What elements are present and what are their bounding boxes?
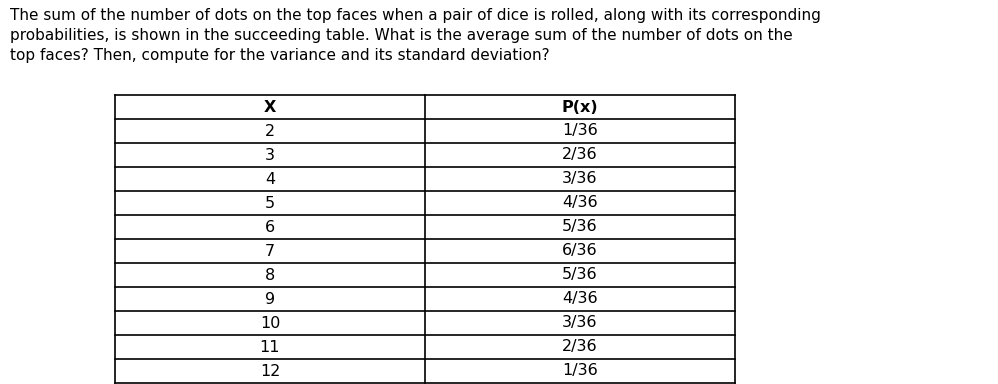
- Text: 9: 9: [264, 291, 275, 306]
- Text: P(x): P(x): [562, 99, 599, 114]
- Text: 3: 3: [265, 147, 275, 162]
- Text: The sum of the number of dots on the top faces when a pair of dice is rolled, al: The sum of the number of dots on the top…: [10, 8, 821, 63]
- Text: 8: 8: [264, 268, 275, 283]
- Text: 2: 2: [264, 124, 275, 139]
- Text: 3/36: 3/36: [562, 172, 598, 187]
- Text: 10: 10: [259, 316, 280, 331]
- Text: 6: 6: [264, 220, 275, 235]
- Text: 4: 4: [264, 172, 275, 187]
- Text: 2/36: 2/36: [562, 147, 598, 162]
- Text: 5: 5: [264, 195, 275, 210]
- Text: 1/36: 1/36: [562, 364, 598, 379]
- Text: 2/36: 2/36: [562, 339, 598, 354]
- Text: 5/36: 5/36: [562, 220, 598, 235]
- Text: 11: 11: [259, 339, 280, 354]
- Text: 12: 12: [259, 364, 280, 379]
- Text: 7: 7: [264, 243, 275, 258]
- Text: 3/36: 3/36: [562, 316, 598, 331]
- Text: 4/36: 4/36: [562, 291, 598, 306]
- Text: 1/36: 1/36: [562, 124, 598, 139]
- Text: 4/36: 4/36: [562, 195, 598, 210]
- Text: X: X: [263, 99, 276, 114]
- Text: 6/36: 6/36: [562, 243, 598, 258]
- Text: 5/36: 5/36: [562, 268, 598, 283]
